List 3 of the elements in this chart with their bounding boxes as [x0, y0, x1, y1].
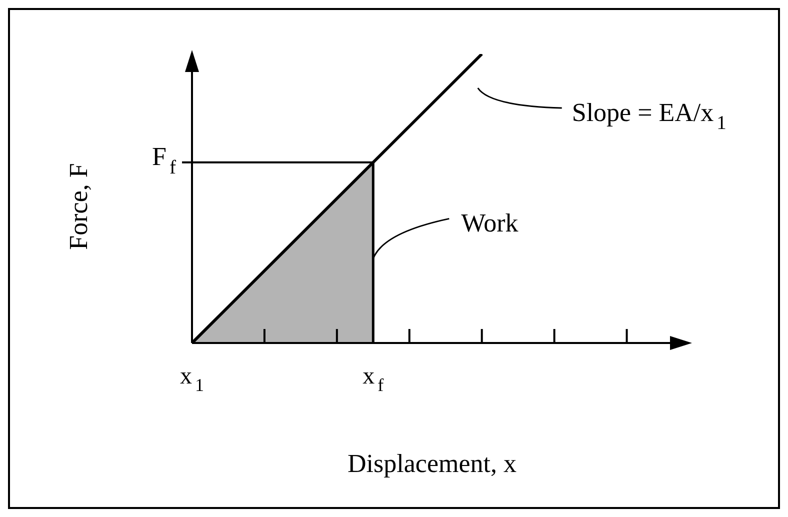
y-axis-title: Force, F	[64, 163, 93, 250]
annotation: Work	[461, 208, 518, 238]
x-axis-title: Displacement, x	[348, 448, 516, 478]
